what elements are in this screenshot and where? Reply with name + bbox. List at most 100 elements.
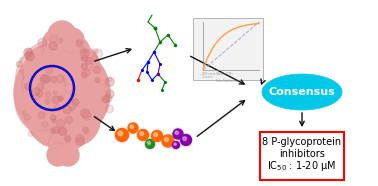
Circle shape (36, 118, 64, 146)
Circle shape (160, 132, 177, 150)
Circle shape (28, 132, 33, 136)
Circle shape (32, 88, 40, 96)
Circle shape (57, 145, 73, 161)
Circle shape (57, 141, 72, 155)
Circle shape (38, 112, 45, 119)
Circle shape (24, 48, 33, 57)
Circle shape (43, 30, 67, 54)
Circle shape (27, 70, 60, 103)
Circle shape (50, 129, 55, 133)
Circle shape (68, 101, 76, 109)
Circle shape (173, 129, 183, 139)
Circle shape (26, 49, 33, 56)
Circle shape (140, 132, 144, 136)
Circle shape (81, 63, 88, 70)
Circle shape (150, 129, 164, 143)
Circle shape (51, 32, 66, 46)
Circle shape (56, 59, 84, 86)
Circle shape (47, 144, 69, 166)
Circle shape (95, 78, 100, 82)
Circle shape (106, 90, 114, 98)
Circle shape (76, 40, 83, 47)
Circle shape (71, 92, 75, 97)
Circle shape (47, 37, 62, 52)
Circle shape (70, 108, 74, 111)
Circle shape (179, 133, 193, 147)
Circle shape (66, 106, 95, 135)
Circle shape (58, 96, 63, 101)
Circle shape (58, 121, 86, 149)
Circle shape (68, 48, 92, 72)
Circle shape (40, 75, 49, 84)
Circle shape (16, 61, 22, 67)
Circle shape (144, 138, 156, 150)
Circle shape (38, 38, 46, 47)
Circle shape (43, 75, 51, 83)
Circle shape (30, 106, 54, 130)
Circle shape (37, 66, 59, 88)
Circle shape (24, 114, 30, 121)
Circle shape (29, 80, 43, 94)
Circle shape (114, 127, 130, 143)
Circle shape (46, 45, 64, 64)
Circle shape (162, 135, 174, 147)
Circle shape (76, 111, 93, 129)
Circle shape (81, 57, 84, 60)
Circle shape (84, 81, 98, 95)
Circle shape (50, 115, 56, 120)
Circle shape (172, 142, 180, 148)
Circle shape (57, 24, 73, 39)
Circle shape (37, 68, 55, 87)
Circle shape (31, 73, 59, 101)
Circle shape (34, 100, 62, 128)
Circle shape (69, 74, 99, 105)
Circle shape (136, 128, 150, 142)
Circle shape (105, 77, 114, 86)
Circle shape (50, 152, 63, 164)
Text: False Positive Rate: False Positive Rate (217, 79, 240, 83)
Circle shape (33, 110, 48, 124)
Circle shape (82, 112, 91, 120)
Circle shape (79, 64, 98, 84)
Circle shape (63, 106, 71, 114)
Circle shape (81, 48, 87, 53)
Circle shape (37, 84, 44, 90)
Circle shape (14, 45, 110, 141)
Circle shape (65, 137, 71, 143)
Circle shape (64, 135, 70, 141)
Text: --- Random: --- Random (199, 75, 213, 79)
Circle shape (65, 116, 73, 124)
Circle shape (59, 38, 63, 43)
Circle shape (43, 125, 62, 144)
Circle shape (49, 133, 71, 154)
Circle shape (34, 94, 40, 100)
Circle shape (57, 119, 65, 127)
Circle shape (82, 79, 104, 101)
Circle shape (53, 91, 57, 94)
Circle shape (170, 139, 182, 151)
Circle shape (59, 35, 85, 61)
Circle shape (67, 35, 83, 51)
Circle shape (36, 62, 56, 82)
Circle shape (81, 109, 90, 118)
Circle shape (42, 46, 66, 70)
Circle shape (93, 66, 101, 73)
Circle shape (52, 44, 100, 92)
Circle shape (174, 143, 177, 145)
Circle shape (75, 62, 101, 88)
Circle shape (72, 108, 96, 132)
Circle shape (63, 42, 89, 68)
Circle shape (58, 127, 67, 135)
Circle shape (63, 147, 77, 162)
Circle shape (30, 76, 43, 89)
Circle shape (53, 46, 71, 64)
Circle shape (102, 96, 109, 103)
Circle shape (118, 131, 122, 136)
Circle shape (130, 125, 133, 129)
Circle shape (57, 25, 75, 43)
Circle shape (63, 46, 98, 81)
Circle shape (58, 46, 96, 84)
Circle shape (127, 121, 139, 134)
Circle shape (82, 55, 88, 61)
Circle shape (105, 105, 113, 113)
